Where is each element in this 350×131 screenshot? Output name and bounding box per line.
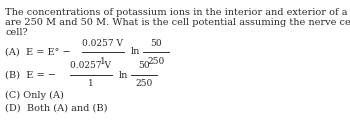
Text: (A)  E = E° −: (A) E = E° − (5, 48, 71, 56)
Text: cell?: cell? (5, 28, 28, 37)
Text: ln: ln (119, 70, 128, 80)
Text: 1: 1 (88, 80, 94, 89)
Text: (B)  E = −: (B) E = − (5, 70, 56, 80)
Text: (C) Only (A): (C) Only (A) (5, 90, 64, 100)
Text: 1: 1 (100, 56, 106, 66)
Text: 250: 250 (147, 56, 164, 66)
Text: 0.0257 V: 0.0257 V (70, 61, 112, 70)
Text: 50: 50 (150, 39, 162, 48)
Text: ln: ln (131, 48, 140, 56)
Text: 250: 250 (135, 80, 153, 89)
Text: 0.0257 V: 0.0257 V (83, 39, 124, 48)
Text: are 250 M and 50 M. What is the cell potential assuming the nerve cell as concen: are 250 M and 50 M. What is the cell pot… (5, 18, 350, 27)
Text: The concentrations of potassium ions in the interior and exterior of a nerve cel: The concentrations of potassium ions in … (5, 8, 350, 17)
Text: (D)  Both (A) and (B): (D) Both (A) and (B) (5, 103, 107, 113)
Text: 50: 50 (138, 61, 150, 70)
